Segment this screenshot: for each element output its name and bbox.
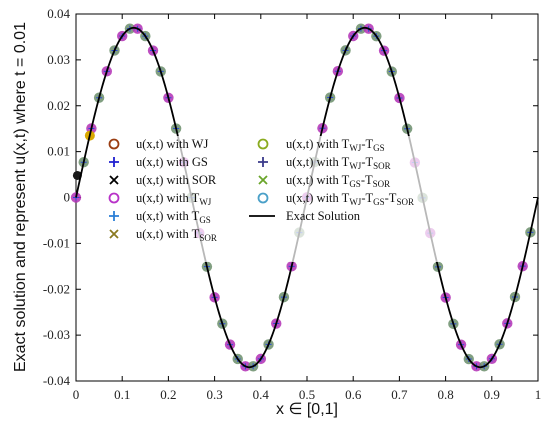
y-tick-label: -0.01 — [43, 235, 70, 250]
legend-entry-label: u(x,t) with TWJ-TGS — [286, 137, 385, 153]
x-tick-label: 0 — [73, 387, 80, 402]
legend-plus-marker — [258, 157, 268, 167]
legend-entry-label: Exact Solution — [286, 209, 361, 223]
legend-entry-label: u(x,t) with TGS-TSOR — [286, 173, 390, 189]
legend-x-marker — [258, 175, 268, 185]
legend-entry-label: u(x,t) with SOR — [136, 173, 217, 187]
y-tick-label: -0.02 — [43, 281, 70, 296]
y-tick-label: 0 — [64, 190, 71, 205]
legend-x-marker — [109, 175, 119, 185]
x-tick-label: 0.5 — [299, 387, 315, 402]
x-axis-ticks: 0 0.1 0.2 0.3 0.4 0.5 0.6 0.7 0.8 0.9 1 — [73, 14, 542, 402]
legend-circle-marker — [108, 138, 120, 150]
y-tick-label: 0.02 — [47, 98, 70, 113]
x-axis-label: x ∈ [0,1] — [276, 401, 338, 418]
legend-entry-label: u(x,t) with TWJ — [136, 191, 212, 207]
y-tick-label: -0.04 — [43, 373, 71, 388]
legend-entry-label: u(x,t) with WJ — [136, 137, 208, 151]
legend-entry-label: u(x,t) with TGS — [136, 209, 211, 225]
x-tick-label: 0.6 — [345, 387, 362, 402]
y-axis-label: Exact solution and represent u(x,t) wher… — [12, 22, 29, 372]
legend-plus-marker — [109, 157, 119, 167]
legend-entry-label: u(x,t) with GS — [136, 155, 208, 169]
legend-entry-label: u(x,t) with TWJ-TGS-TSOR — [286, 191, 414, 207]
x-tick-label: 0.3 — [206, 387, 222, 402]
x-tick-label: 1 — [535, 387, 542, 402]
legend-circle-marker — [108, 192, 120, 204]
legend-background — [104, 136, 449, 262]
x-tick-label: 0.9 — [484, 387, 500, 402]
x-tick-label: 0.1 — [114, 387, 130, 402]
x-tick-label: 0.8 — [437, 387, 453, 402]
x-tick-label: 0.4 — [253, 387, 270, 402]
legend-entry-label: u(x,t) with TWJ-TSOR — [286, 155, 391, 171]
x-tick-label: 0.7 — [391, 387, 408, 402]
legend-x-marker — [109, 229, 119, 239]
x-tick-label: 0.2 — [160, 387, 176, 402]
legend-circle-marker — [257, 192, 269, 204]
legend-entry-label: u(x,t) with TSOR — [136, 227, 217, 243]
y-axis-ticks: 0.04 0.03 0.02 0.01 0 -0.01 -0.02 -0.03 -0.04 — [43, 6, 538, 388]
legend-plus-marker — [109, 211, 119, 221]
y-tick-label: 0.04 — [47, 6, 70, 21]
y-tick-label: 0.03 — [47, 52, 70, 67]
legend: u(x,t) with WJ u(x,t) with GS u(x,t) with … — [104, 136, 449, 262]
y-tick-label: 0.01 — [47, 144, 70, 159]
legend-circle-marker — [257, 138, 269, 150]
y-tick-label: -0.03 — [43, 327, 70, 342]
